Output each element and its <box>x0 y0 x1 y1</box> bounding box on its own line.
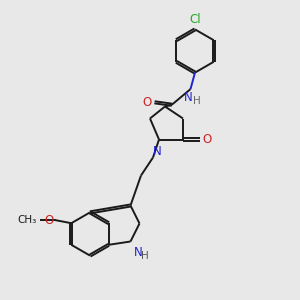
Text: CH₃: CH₃ <box>18 215 37 225</box>
Text: H: H <box>141 251 149 261</box>
Text: H: H <box>193 96 201 106</box>
Text: O: O <box>44 214 53 227</box>
Text: O: O <box>202 133 212 146</box>
Text: N: N <box>134 246 143 259</box>
Text: N: N <box>153 145 162 158</box>
Text: Cl: Cl <box>189 13 201 26</box>
Text: O: O <box>142 96 152 109</box>
Text: N: N <box>184 91 193 103</box>
